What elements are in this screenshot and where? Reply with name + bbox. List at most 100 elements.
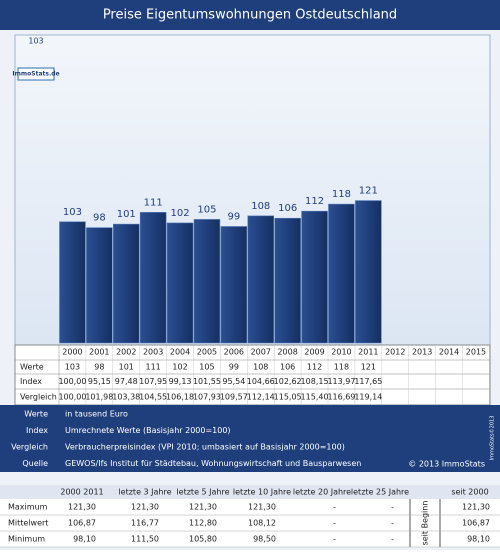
bar-label: 98 (93, 213, 106, 224)
legend-panel (0, 405, 500, 472)
x-tick-label: 2003 (143, 348, 163, 357)
table-value: 97,48 (115, 377, 138, 386)
bar (193, 219, 221, 344)
table-value: 107,93 (193, 393, 221, 402)
legend-text: Umrechnete Werte (Basisjahr 2000=100) (65, 426, 231, 435)
table-value: 106,18 (166, 393, 194, 402)
bar-label: 99 (227, 211, 240, 222)
stats-cell: 121,30 (462, 503, 490, 512)
stats-cell: 105,80 (189, 535, 217, 544)
legend-key: Index (26, 426, 48, 435)
table-value: 112 (307, 363, 322, 372)
axis-top-label: 103 (28, 37, 43, 46)
table-value: 104,55 (139, 393, 167, 402)
bar (59, 221, 86, 344)
table-value: 113,97 (327, 377, 355, 386)
stats-cell: 121,30 (131, 503, 159, 512)
stats-body (0, 499, 500, 547)
table-value: 108,15 (301, 377, 329, 386)
stats-cell: 106,87 (68, 519, 96, 528)
table-value: 108 (253, 363, 268, 372)
stats-header-cell: seit 2000 (451, 488, 488, 497)
bar (301, 210, 328, 344)
stats-cell: 121,30 (68, 503, 96, 512)
stats-label: Maximum (8, 503, 48, 512)
stats-cell: 98,50 (253, 535, 276, 544)
bar (139, 212, 167, 344)
table-value: 101,55 (193, 377, 221, 386)
stats-cell: 108,12 (248, 519, 276, 528)
table-value: 115,40 (301, 393, 329, 402)
stats-cell: - (333, 503, 336, 512)
table-value: 99 (229, 363, 239, 372)
stats-cell: 98,10 (73, 535, 96, 544)
stats-header-cell: letzte 10 Jahre (233, 488, 291, 497)
row-label: Vergleich (20, 393, 57, 402)
logo-box (17, 67, 55, 81)
table-value: 116,69 (327, 393, 355, 402)
legend-key: Vergleich (11, 443, 48, 452)
side-note: ImmoStats©2013 (489, 416, 496, 461)
table-value: 101 (119, 363, 134, 372)
table-value: 115,05 (274, 393, 302, 402)
table-value: 121 (361, 363, 376, 372)
bar-label: 108 (251, 201, 270, 212)
table-value: 100,00 (58, 377, 86, 386)
stats-header-cell: letzte 5 Jahre (176, 488, 229, 497)
table-value: 118 (334, 363, 349, 372)
copyright: © 2013 ImmoStats (408, 460, 485, 469)
stats-header-cell: 2000 2011 (60, 488, 103, 497)
stats-cell: - (391, 503, 394, 512)
table-value: 100,00 (58, 393, 86, 402)
legend-text: GEWOS/Ifs Institut für Städtebau, Wohnun… (65, 459, 361, 468)
table-value: 95,15 (88, 377, 111, 386)
legend-text: in tausend Euro (65, 410, 128, 419)
table-value: 111 (146, 363, 161, 372)
table-value: 112,14 (247, 393, 275, 402)
stats-cell: 116,77 (131, 519, 159, 528)
legend-key: Werte (24, 410, 48, 419)
bar-label: 121 (359, 186, 378, 197)
bar-label: 112 (305, 196, 324, 207)
x-tick-label: 2009 (304, 348, 324, 357)
bar-label: 105 (197, 204, 216, 215)
stats-cell: 98,10 (467, 535, 490, 544)
table-value: 95,54 (222, 377, 245, 386)
stats-header-cell: letzte 25 Jahre (351, 488, 409, 497)
stats-label: Mittelwert (8, 519, 48, 528)
table-value: 103 (65, 363, 80, 372)
legend-key: Quelle (22, 459, 48, 468)
table-value: 117,65 (354, 377, 382, 386)
stats-header-cell: letzte 3 Jahre (118, 488, 171, 497)
x-tick-label: 2013 (412, 348, 432, 357)
table-value: 101,98 (85, 393, 113, 402)
x-tick-label: 2010 (331, 348, 351, 357)
table-value: 102,62 (274, 377, 302, 386)
x-tick-label: 2005 (197, 348, 217, 357)
table-value: 106 (280, 363, 295, 372)
stats-label: Minimum (8, 535, 45, 544)
side-label: seit Beginn (421, 501, 430, 546)
bar-label: 101 (117, 209, 136, 220)
bar-label: 118 (332, 189, 351, 200)
table-value: 104,66 (247, 377, 275, 386)
stats-cell: 121,30 (248, 503, 276, 512)
x-tick-label: 2014 (439, 348, 459, 357)
bar-label: 102 (171, 208, 190, 219)
bar-label: 103 (63, 207, 82, 218)
table-value: 103,38 (112, 393, 140, 402)
title-bar (0, 0, 500, 30)
x-tick-label: 2008 (277, 348, 297, 357)
stats-header-cell: letzte 20 Jahre (293, 488, 351, 497)
stats-cell: - (333, 519, 336, 528)
bar (166, 222, 194, 344)
x-tick-label: 2001 (89, 348, 109, 357)
x-tick-label: 2002 (116, 348, 136, 357)
table-value: 119,14 (354, 393, 382, 402)
bar (247, 215, 275, 344)
table-value: 98 (94, 363, 104, 372)
bar-label: 111 (144, 197, 163, 208)
table-value: 107,95 (139, 377, 167, 386)
stats-cell: - (333, 535, 336, 544)
